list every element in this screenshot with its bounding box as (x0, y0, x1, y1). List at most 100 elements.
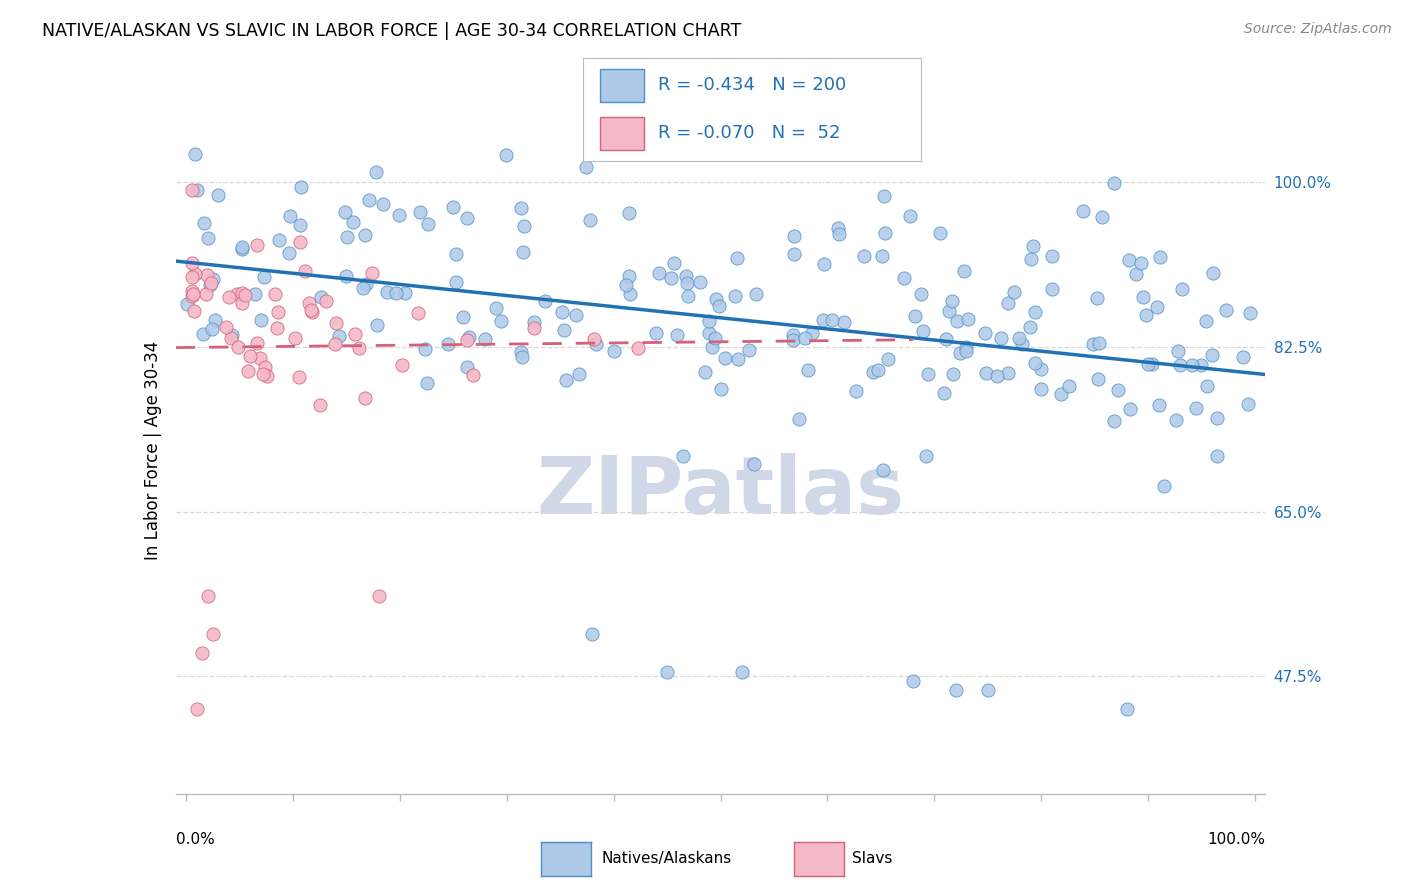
Point (485, 301, 508, 316)
Text: NATIVE/ALASKAN VS SLAVIC IN LABOR FORCE | AGE 30-34 CORRELATION CHART: NATIVE/ALASKAN VS SLAVIC IN LABOR FORCE … (42, 22, 741, 40)
Point (197, 589, 219, 603)
Point (367, 589, 389, 603)
Point (742, 458, 765, 472)
Text: Natives/Alaskans: Natives/Alaskans (602, 852, 733, 866)
Point (1137, 357, 1160, 371)
Point (198, 277, 221, 292)
Point (201, 322, 224, 336)
Point (904, 310, 927, 324)
Point (415, 342, 437, 356)
Point (941, 294, 963, 309)
Point (1102, 414, 1125, 428)
Point (870, 250, 893, 264)
Point (710, 382, 733, 396)
Point (246, 238, 269, 252)
Point (1102, 176, 1125, 190)
Point (1090, 211, 1112, 225)
Point (512, 245, 534, 260)
Point (695, 365, 717, 379)
Point (1008, 331, 1031, 345)
Point (1168, 358, 1191, 372)
Point (353, 392, 375, 406)
Point (235, 288, 257, 302)
Point (1170, 282, 1192, 296)
Point (207, 187, 229, 202)
Point (384, 285, 406, 300)
Point (745, 286, 768, 301)
Point (456, 334, 478, 348)
Point (699, 314, 721, 328)
Point (724, 289, 747, 303)
Point (510, 350, 533, 364)
Point (699, 326, 721, 340)
Point (1087, 372, 1109, 386)
Point (335, 269, 357, 284)
Point (1071, 203, 1094, 218)
Point (898, 210, 921, 224)
Point (416, 376, 439, 391)
Point (1115, 702, 1137, 716)
Point (1088, 336, 1111, 351)
Point (180, 256, 202, 270)
Point (288, 218, 311, 232)
Point (298, 296, 321, 310)
Point (294, 264, 316, 278)
Point (180, 284, 202, 298)
Point (955, 344, 977, 359)
Point (513, 219, 536, 233)
Point (1024, 304, 1046, 318)
Point (845, 384, 868, 398)
Point (1197, 379, 1219, 393)
Point (787, 412, 810, 426)
Point (391, 359, 413, 373)
Point (553, 322, 575, 336)
Point (974, 326, 997, 341)
Point (290, 235, 312, 249)
Point (1140, 357, 1163, 371)
Y-axis label: In Labor Force | Age 30-34: In Labor Force | Age 30-34 (143, 341, 162, 560)
Point (619, 287, 641, 301)
Point (458, 330, 481, 344)
Point (657, 665, 679, 679)
Point (523, 315, 546, 329)
Point (782, 246, 804, 260)
Point (226, 340, 249, 354)
Point (267, 305, 290, 319)
Point (231, 285, 253, 300)
Point (256, 368, 278, 383)
Point (700, 341, 723, 355)
Point (342, 215, 364, 229)
Point (1149, 250, 1171, 264)
Point (191, 327, 214, 342)
Point (252, 367, 274, 381)
Point (704, 331, 727, 345)
Point (278, 246, 301, 260)
Point (308, 398, 330, 412)
Point (938, 304, 960, 318)
Text: Source: ZipAtlas.com: Source: ZipAtlas.com (1244, 22, 1392, 37)
Point (1185, 401, 1208, 415)
Point (354, 277, 377, 291)
Point (523, 321, 546, 335)
Point (813, 256, 835, 270)
Point (1018, 320, 1040, 334)
Point (731, 665, 754, 679)
Point (364, 165, 387, 179)
Point (474, 332, 496, 346)
Point (1119, 401, 1142, 416)
Point (953, 264, 976, 278)
Point (1195, 314, 1218, 328)
Point (876, 351, 898, 366)
Point (581, 627, 603, 641)
Point (574, 160, 596, 174)
Text: R = -0.070   N =  52: R = -0.070 N = 52 (658, 124, 841, 143)
Point (186, 702, 208, 716)
Point (997, 296, 1019, 310)
Point (782, 328, 804, 343)
Point (315, 294, 337, 309)
Point (794, 330, 817, 344)
Point (231, 240, 253, 254)
Point (583, 332, 606, 346)
Point (910, 286, 932, 301)
Point (354, 228, 377, 243)
